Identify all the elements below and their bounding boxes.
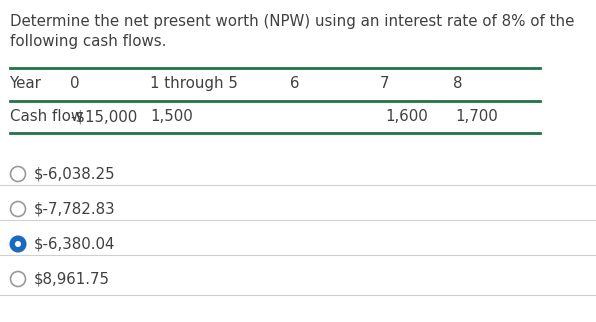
Text: following cash flows.: following cash flows. — [10, 34, 166, 49]
Text: -$15,000: -$15,000 — [70, 109, 137, 124]
Text: 1,600: 1,600 — [385, 109, 428, 124]
Text: 7: 7 — [380, 76, 390, 91]
Text: 0: 0 — [70, 76, 79, 91]
Text: $-6,380.04: $-6,380.04 — [34, 236, 116, 251]
Circle shape — [15, 241, 21, 247]
Text: Determine the net present worth (NPW) using an interest rate of 8% of the: Determine the net present worth (NPW) us… — [10, 14, 575, 29]
Text: 1,500: 1,500 — [150, 109, 193, 124]
Text: Year: Year — [10, 76, 42, 91]
Text: $-6,038.25: $-6,038.25 — [34, 166, 116, 182]
Text: $-7,782.83: $-7,782.83 — [34, 202, 116, 216]
Circle shape — [11, 236, 26, 251]
Text: $8,961.75: $8,961.75 — [34, 271, 110, 287]
Text: 1 through 5: 1 through 5 — [150, 76, 238, 91]
Text: 6: 6 — [290, 76, 300, 91]
Text: Cash flow: Cash flow — [10, 109, 83, 124]
Text: 1,700: 1,700 — [455, 109, 498, 124]
Text: 8: 8 — [453, 76, 462, 91]
